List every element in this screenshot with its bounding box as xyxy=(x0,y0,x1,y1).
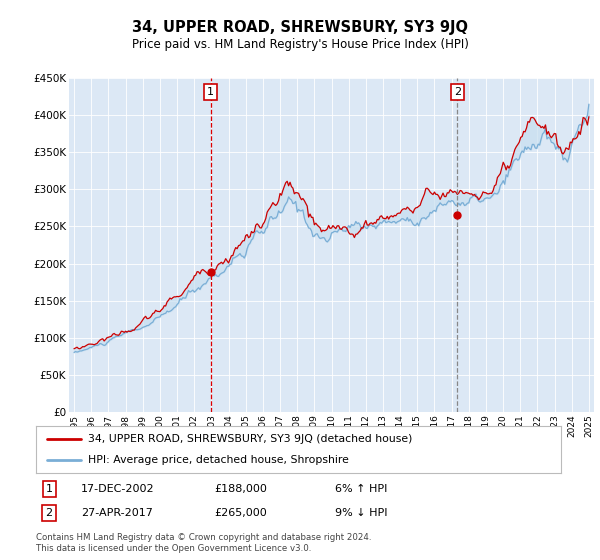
Text: £265,000: £265,000 xyxy=(215,508,267,518)
Text: Contains HM Land Registry data © Crown copyright and database right 2024.
This d: Contains HM Land Registry data © Crown c… xyxy=(36,533,371,553)
Text: 1: 1 xyxy=(207,87,214,97)
Text: HPI: Average price, detached house, Shropshire: HPI: Average price, detached house, Shro… xyxy=(89,455,349,465)
Text: 2: 2 xyxy=(454,87,461,97)
Text: 34, UPPER ROAD, SHREWSBURY, SY3 9JQ: 34, UPPER ROAD, SHREWSBURY, SY3 9JQ xyxy=(132,20,468,35)
Text: 9% ↓ HPI: 9% ↓ HPI xyxy=(335,508,388,518)
Text: 2: 2 xyxy=(46,508,53,518)
Text: 17-DEC-2002: 17-DEC-2002 xyxy=(80,484,154,494)
Text: 1: 1 xyxy=(46,484,53,494)
Text: Price paid vs. HM Land Registry's House Price Index (HPI): Price paid vs. HM Land Registry's House … xyxy=(131,38,469,51)
Text: 6% ↑ HPI: 6% ↑ HPI xyxy=(335,484,388,494)
Text: 27-APR-2017: 27-APR-2017 xyxy=(80,508,152,518)
Text: 34, UPPER ROAD, SHREWSBURY, SY3 9JQ (detached house): 34, UPPER ROAD, SHREWSBURY, SY3 9JQ (det… xyxy=(89,434,413,444)
Text: £188,000: £188,000 xyxy=(215,484,268,494)
